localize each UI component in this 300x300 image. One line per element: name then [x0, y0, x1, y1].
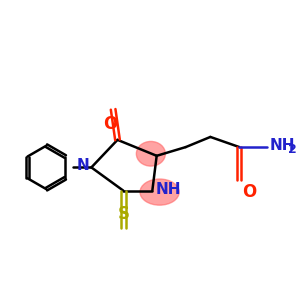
Text: NH: NH [156, 182, 181, 197]
Text: N: N [76, 158, 89, 173]
Ellipse shape [136, 141, 165, 166]
Text: O: O [103, 115, 117, 133]
Ellipse shape [140, 179, 179, 205]
Text: S: S [117, 205, 129, 223]
Text: O: O [242, 183, 256, 201]
Text: NH: NH [269, 138, 295, 153]
Text: 2: 2 [288, 143, 297, 156]
